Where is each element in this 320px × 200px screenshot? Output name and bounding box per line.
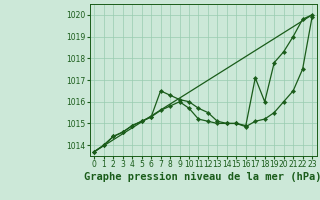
X-axis label: Graphe pression niveau de la mer (hPa): Graphe pression niveau de la mer (hPa) [84, 172, 320, 182]
